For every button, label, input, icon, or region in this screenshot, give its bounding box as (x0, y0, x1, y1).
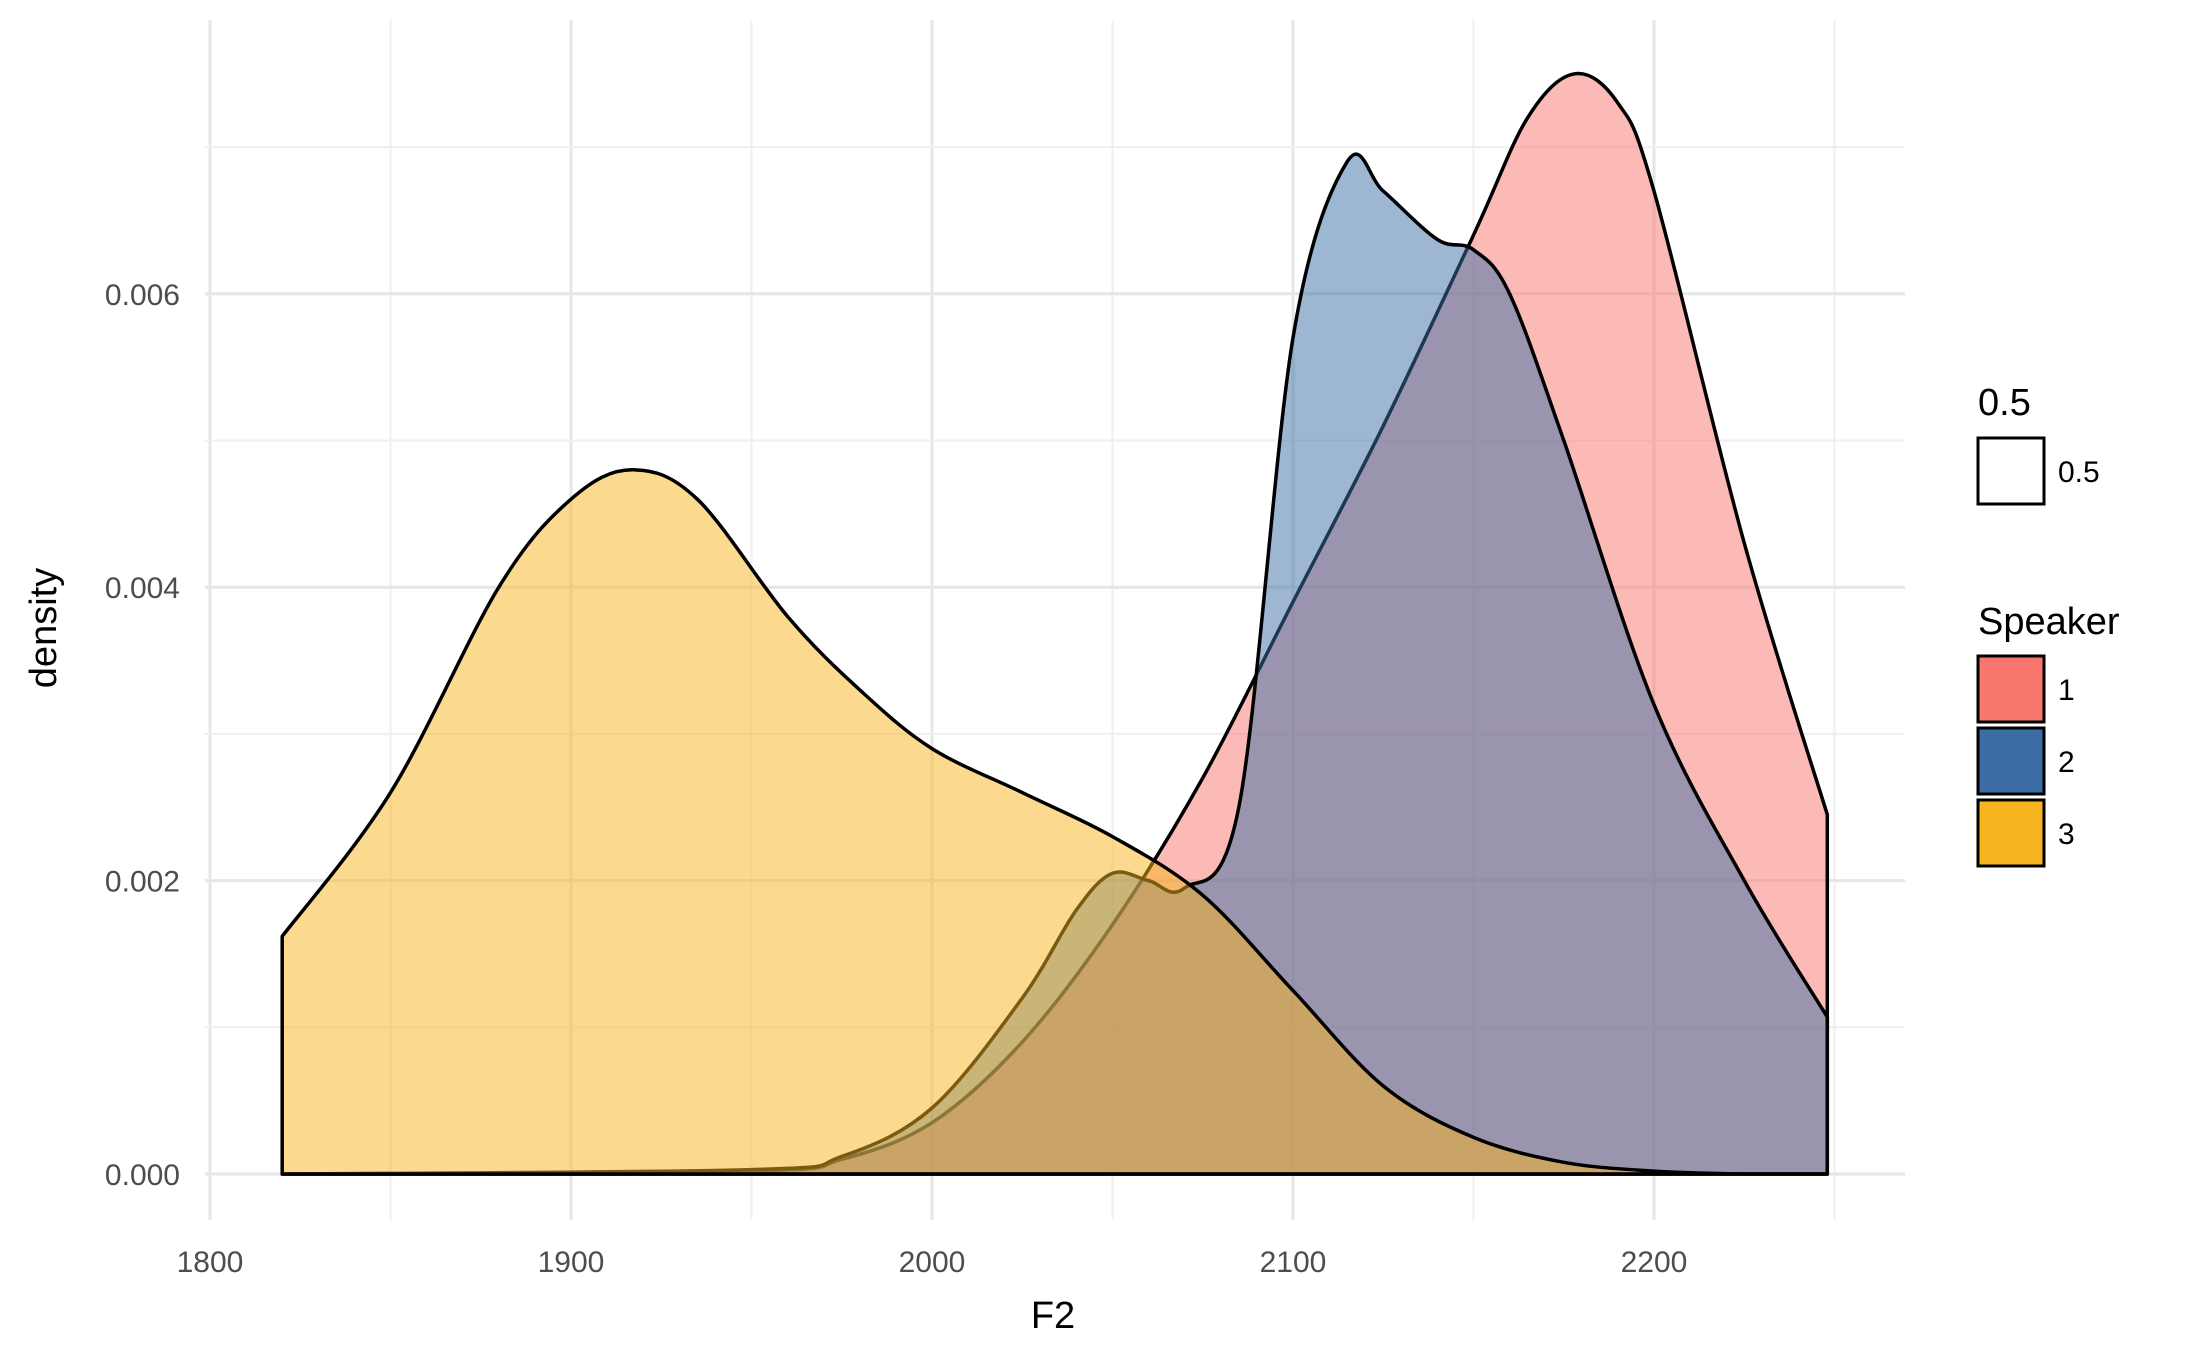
x-tick-label: 2200 (1621, 1246, 1688, 1279)
y-axis-title: density (23, 568, 65, 688)
legend-speaker-keys: 1 2 3 (1976, 654, 2075, 868)
legend-key-speaker-1 (1976, 654, 2046, 724)
legend-label-speaker-1: 1 (2058, 674, 2075, 707)
x-tick-label: 1800 (177, 1246, 244, 1279)
y-tick-label: 0.004 (105, 572, 180, 605)
density-areas (280, 71, 1830, 1176)
legend-alpha-label: 0.5 (2058, 456, 2100, 489)
legend-alpha-title: 0.5 (1978, 382, 2031, 424)
x-tick-label: 1900 (538, 1246, 605, 1279)
y-tick-label: 0.006 (105, 279, 180, 312)
legend-key-speaker-2 (1976, 726, 2046, 796)
y-tick-label: 0.000 (105, 1159, 180, 1192)
y-axis-ticks: 0.000 0.002 0.004 0.006 (105, 279, 180, 1192)
legend-label-speaker-2: 2 (2058, 746, 2075, 779)
x-axis-title: F2 (1031, 1295, 1075, 1337)
x-tick-label: 2000 (899, 1246, 966, 1279)
legend-alpha-key (1976, 436, 2046, 506)
x-tick-label: 2100 (1260, 1246, 1327, 1279)
y-tick-label: 0.002 (105, 866, 180, 899)
x-axis-ticks: 1800 1900 2000 2100 2200 (177, 1246, 1688, 1279)
density-area-speaker-3 (280, 468, 1830, 1176)
legend: 0.5 0.5 Speaker 1 2 3 (1976, 382, 2120, 868)
legend-key-speaker-3 (1976, 798, 2046, 868)
legend-speaker-title: Speaker (1978, 601, 2120, 643)
legend-label-speaker-3: 3 (2058, 818, 2075, 851)
